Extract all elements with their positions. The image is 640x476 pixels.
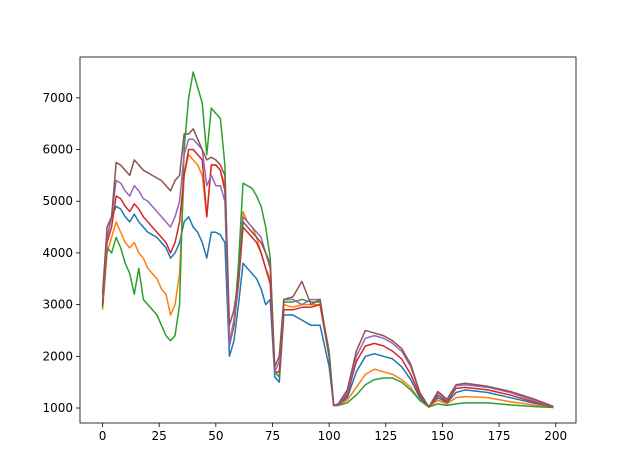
- y-tick-label: 2000: [42, 349, 73, 363]
- x-tick-label: 150: [431, 429, 454, 443]
- x-tick-label: 50: [208, 429, 223, 443]
- y-tick-label: 1000: [42, 401, 73, 415]
- x-tick-label: 75: [265, 429, 280, 443]
- y-tick-label: 5000: [42, 194, 73, 208]
- y-tick-label: 7000: [42, 91, 73, 105]
- x-tick-label: 200: [544, 429, 567, 443]
- x-tick-label: 175: [488, 429, 511, 443]
- x-tick-label: 0: [99, 429, 107, 443]
- y-tick-label: 6000: [42, 143, 73, 157]
- x-tick-label: 100: [318, 429, 341, 443]
- x-tick-label: 125: [374, 429, 397, 443]
- line-series: [101, 153, 554, 409]
- y-tick-label: 4000: [42, 246, 73, 260]
- line-series: [101, 205, 554, 408]
- line-series: [101, 71, 554, 409]
- y-tick-label: 3000: [42, 298, 73, 312]
- plot-frame: [79, 56, 577, 424]
- x-tick-label: 25: [152, 429, 167, 443]
- line-series: [101, 128, 554, 408]
- line-series: [101, 138, 554, 408]
- line-series: [101, 148, 554, 408]
